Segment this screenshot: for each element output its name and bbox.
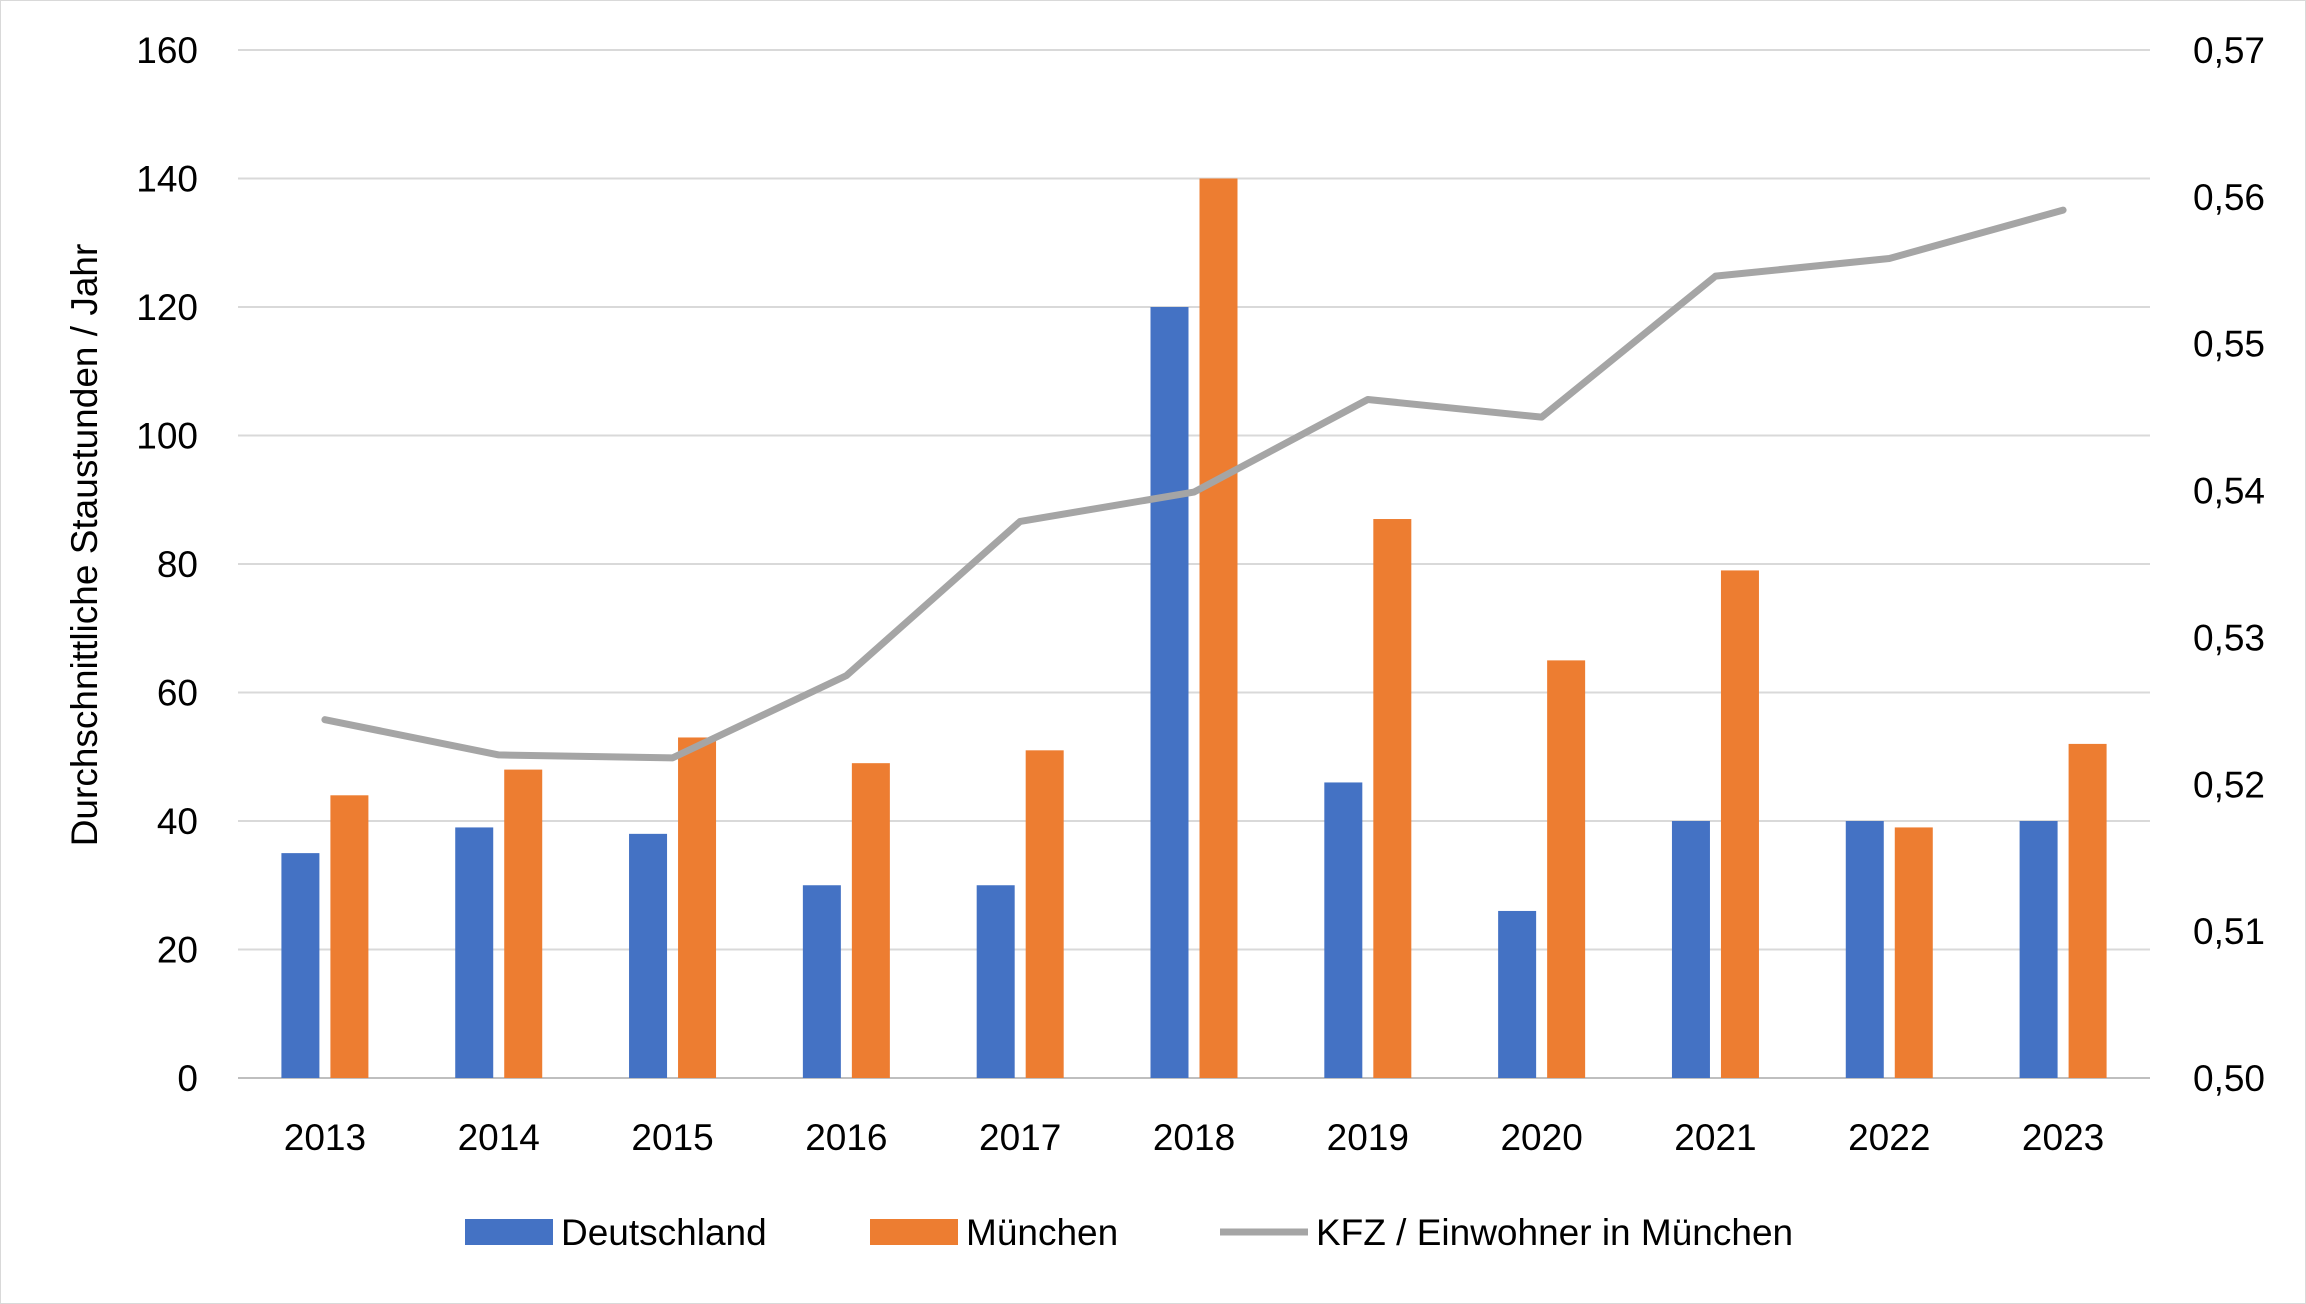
y-tick-label: 20 — [157, 930, 198, 971]
legend-swatch — [465, 1219, 553, 1245]
y-tick-label: 60 — [157, 673, 198, 714]
x-tick-label: 2018 — [1153, 1117, 1235, 1158]
axis-ticks: 0 20 40 60 80 100 120 140 160 0,50 0,51 0,52 0,53 0,5… — [136, 30, 2265, 1158]
y-tick-label: 160 — [136, 30, 198, 71]
gridlines — [238, 49, 2150, 1079]
y-axis-title: Durchschnittliche Staustunden / Jahr — [64, 244, 105, 847]
bar-m-nchen — [851, 763, 890, 1078]
y2-tick-label: 0,53 — [2193, 617, 2265, 658]
line-kfz-einwohner — [321, 206, 2067, 762]
bar-deutschland — [455, 827, 494, 1078]
legend-label: KFZ / Einwohner in München — [1316, 1212, 1793, 1253]
y2-tick-label: 0,56 — [2193, 177, 2265, 218]
bar-deutschland — [1671, 821, 1710, 1078]
x-tick-label: 2021 — [1674, 1117, 1756, 1158]
x-tick-label: 2019 — [1327, 1117, 1409, 1158]
legend-swatch — [870, 1219, 958, 1245]
bars — [281, 178, 2107, 1078]
bar-m-nchen — [1373, 519, 1412, 1078]
x-tick-label: 2020 — [1500, 1117, 1582, 1158]
bar-m-nchen — [1720, 570, 1759, 1078]
bar-m-nchen — [1025, 750, 1064, 1078]
bar-deutschland — [2019, 821, 2058, 1078]
bar-m-nchen — [678, 737, 717, 1078]
y2-tick-label: 0,50 — [2193, 1058, 2265, 1099]
y-tick-label: 0 — [177, 1058, 198, 1099]
bar-m-nchen — [330, 795, 369, 1078]
x-tick-label: 2016 — [805, 1117, 887, 1158]
bar-m-nchen — [2068, 743, 2107, 1078]
x-tick-label: 2017 — [979, 1117, 1061, 1158]
bar-m-nchen — [1547, 660, 1586, 1078]
y2-tick-label: 0,55 — [2193, 324, 2265, 365]
y-tick-label: 140 — [136, 159, 198, 200]
bar-m-nchen — [1199, 178, 1238, 1078]
y-tick-label: 100 — [136, 416, 198, 457]
legend-label: München — [966, 1212, 1118, 1253]
bar-deutschland — [1150, 307, 1189, 1078]
legend-label: Deutschland — [561, 1212, 767, 1253]
y-tick-label: 80 — [157, 544, 198, 585]
x-tick-label: 2013 — [284, 1117, 366, 1158]
bar-deutschland — [1324, 782, 1363, 1078]
bar-deutschland — [1498, 910, 1537, 1078]
x-tick-label: 2015 — [631, 1117, 713, 1158]
y-tick-label: 40 — [157, 801, 198, 842]
bar-deutschland — [802, 885, 841, 1078]
y2-tick-label: 0,54 — [2193, 471, 2265, 512]
x-tick-label: 2023 — [2022, 1117, 2104, 1158]
y2-tick-label: 0,52 — [2193, 764, 2265, 805]
bar-m-nchen — [1894, 827, 1933, 1078]
y2-tick-label: 0,51 — [2193, 911, 2265, 952]
bar-deutschland — [629, 833, 668, 1078]
bar-deutschland — [1845, 821, 1884, 1078]
x-tick-label: 2014 — [458, 1117, 540, 1158]
y2-tick-label: 0,57 — [2193, 30, 2265, 71]
bar-deutschland — [976, 885, 1015, 1078]
y-tick-label: 120 — [136, 287, 198, 328]
bar-m-nchen — [504, 769, 543, 1078]
bar-deutschland — [281, 853, 320, 1078]
x-tick-label: 2022 — [1848, 1117, 1930, 1158]
line-series — [321, 206, 2067, 762]
legend: Deutschland München KFZ / Einwohner in Mün… — [465, 1212, 1793, 1253]
